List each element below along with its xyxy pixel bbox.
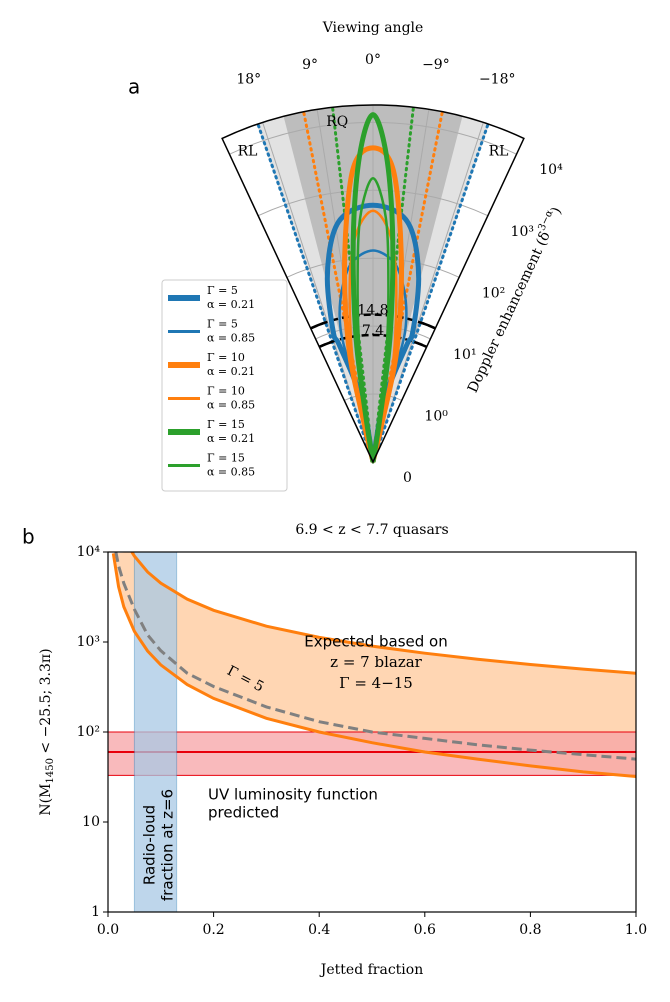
cone-line <box>371 122 490 464</box>
radio-loud-label: fraction at z=6 <box>159 789 177 901</box>
y-tick-label: 10² <box>77 724 100 740</box>
legend-label: Γ = 10 <box>207 351 245 364</box>
r-axis-label-part: Doppler enhancement (δ <box>465 229 554 395</box>
uv-label: predicted <box>208 804 279 822</box>
band-label: z = 7 blazar <box>330 653 423 671</box>
y-tick-label: 10⁴ <box>77 544 101 560</box>
legend-label: Γ = 5 <box>207 318 238 331</box>
x-tick-label: 0.2 <box>202 922 224 938</box>
doppler-curve <box>341 145 405 463</box>
x-tick-label: 0.6 <box>414 922 436 938</box>
legend-label: Γ = 15 <box>207 418 245 431</box>
region-label: RQ <box>326 114 348 130</box>
y-tick-label: 10³ <box>77 634 100 650</box>
legend-label: α = 0.21 <box>207 432 255 445</box>
band-label: Γ = 4−15 <box>339 674 413 692</box>
legend-label: Γ = 10 <box>207 385 245 398</box>
theta-tick-label: 18° <box>236 72 261 88</box>
radio-loud-band <box>133 552 178 912</box>
x-tick-label: 0.4 <box>308 922 330 938</box>
r-tick-label: 10³ <box>511 224 534 240</box>
doppler-curve <box>338 249 408 463</box>
arc-label: 14.8 <box>357 303 388 319</box>
panel-letter: b <box>22 525 35 549</box>
theta-tick-label: 9° <box>302 57 318 73</box>
r-tick-label: 10² <box>482 285 505 301</box>
r-tick-label: 10¹ <box>453 347 476 363</box>
x-tick-label: 1.0 <box>625 922 647 938</box>
expected-band <box>113 552 636 777</box>
doppler-curve <box>324 202 422 463</box>
y-axis-label-part: 1450 <box>45 758 56 783</box>
theta-tick-label: −18° <box>479 72 516 88</box>
curve <box>111 553 636 778</box>
r-tick-label: 10⁰ <box>424 408 448 424</box>
uv-label: UV luminosity function <box>208 786 378 804</box>
doppler-curve <box>348 209 398 463</box>
theta-tick-label: 0° <box>365 52 381 68</box>
wedge-outline <box>221 104 525 464</box>
curve <box>130 552 636 675</box>
doppler-curve <box>356 177 390 463</box>
x-tick-label: 0.8 <box>519 922 541 938</box>
chart-title: 6.9 < z < 7.7 quasars <box>295 522 448 538</box>
r-tick-label: 0 <box>403 470 412 486</box>
r-tick-label: 10⁴ <box>539 162 563 178</box>
legend-label: Γ = 5 <box>207 284 238 297</box>
legend-label: α = 0.85 <box>207 332 255 345</box>
theta-tick-label: −9° <box>422 57 450 73</box>
legend-label: Γ = 15 <box>207 452 245 465</box>
cone-line <box>256 122 375 464</box>
legend-label: α = 0.21 <box>207 298 255 311</box>
x-axis-label: Jetted fraction <box>319 962 423 978</box>
radio-loud-label: Radio-loud <box>141 805 159 885</box>
plot-area <box>108 552 636 912</box>
region-label: RL <box>489 143 509 159</box>
r-axis-label-part: ) <box>548 205 565 217</box>
arc-label: 7.4 <box>362 323 384 339</box>
region-label: RL <box>238 143 258 159</box>
band-label: Expected based on <box>304 633 447 651</box>
y-tick-label: 1 <box>91 904 100 920</box>
y-axis-label: N(M1450 < −25.5; 3.3π) <box>38 648 56 815</box>
curve <box>114 552 636 761</box>
y-tick-label: 10 <box>82 814 100 830</box>
legend-label: α = 0.21 <box>207 365 255 378</box>
chart-title: Viewing angle <box>322 20 424 36</box>
legend-label: α = 0.85 <box>207 399 255 412</box>
y-axis-label-part: < −25.5; 3.3π) <box>38 648 54 758</box>
panel-letter: a <box>128 75 140 99</box>
x-tick-label: 0.0 <box>97 922 119 938</box>
legend-label: α = 0.85 <box>207 466 255 479</box>
doppler-curve <box>350 112 396 463</box>
y-axis-label-part: N(M <box>38 784 54 816</box>
